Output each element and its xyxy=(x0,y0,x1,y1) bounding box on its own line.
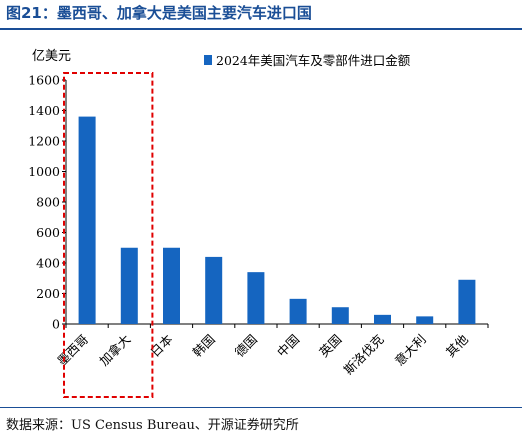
bar xyxy=(247,272,265,324)
bar xyxy=(374,314,391,324)
legend-label: 2024年美国汽车及零部件进口金额 xyxy=(216,53,411,68)
bar xyxy=(289,298,307,324)
bar xyxy=(120,247,138,324)
bar xyxy=(331,307,349,324)
bar xyxy=(416,316,434,324)
legend: 2024年美国汽车及零部件进口金额 xyxy=(204,53,411,68)
y-tick-label: 800 xyxy=(36,195,60,210)
x-tick-label: 德国 xyxy=(232,332,260,360)
plot-area: 02004006008001000120014001600墨西哥 加拿大 日本 韩国德… xyxy=(28,73,489,378)
x-tick-label: 意大利 xyxy=(392,332,429,369)
y-tick-label: 1000 xyxy=(28,164,60,179)
y-tick-label: 200 xyxy=(36,286,60,301)
y-tick-label: 1200 xyxy=(28,134,60,149)
source-note: 数据来源：US Census Bureau、开源证券研究所 xyxy=(6,418,299,433)
y-tick-label: 1600 xyxy=(28,73,60,88)
y-tick-label: 0 xyxy=(52,317,60,332)
source-divider xyxy=(0,407,522,408)
highlight-box xyxy=(63,72,154,398)
x-tick-label: 墨西哥 xyxy=(54,332,91,369)
title-divider xyxy=(0,28,522,30)
legend-swatch xyxy=(204,55,212,65)
x-tick-label: 英国 xyxy=(316,332,344,360)
x-tick-label: 加拿大 xyxy=(96,332,133,369)
y-tick-label: 1400 xyxy=(28,103,60,118)
x-tick-label: 其他 xyxy=(443,331,472,360)
x-tick-label: 中国 xyxy=(274,332,302,360)
y-axis-unit-label: 亿美元 xyxy=(32,49,71,64)
x-tick-label: 韩国 xyxy=(190,332,218,360)
figure-title: 图21：墨西哥、加拿大是美国主要汽车进口国 xyxy=(6,4,312,22)
bar xyxy=(458,279,476,324)
y-tick-label: 400 xyxy=(36,256,60,271)
x-tick-label: 斯洛伐克 xyxy=(341,332,387,378)
bar xyxy=(205,256,223,324)
bar xyxy=(78,116,96,324)
bar-chart: 亿美元 2024年美国汽车及零部件进口金额 0 200 400 600 800 1000 1… xyxy=(28,49,489,398)
y-tick-label: 600 xyxy=(36,225,60,240)
bar xyxy=(163,247,180,324)
